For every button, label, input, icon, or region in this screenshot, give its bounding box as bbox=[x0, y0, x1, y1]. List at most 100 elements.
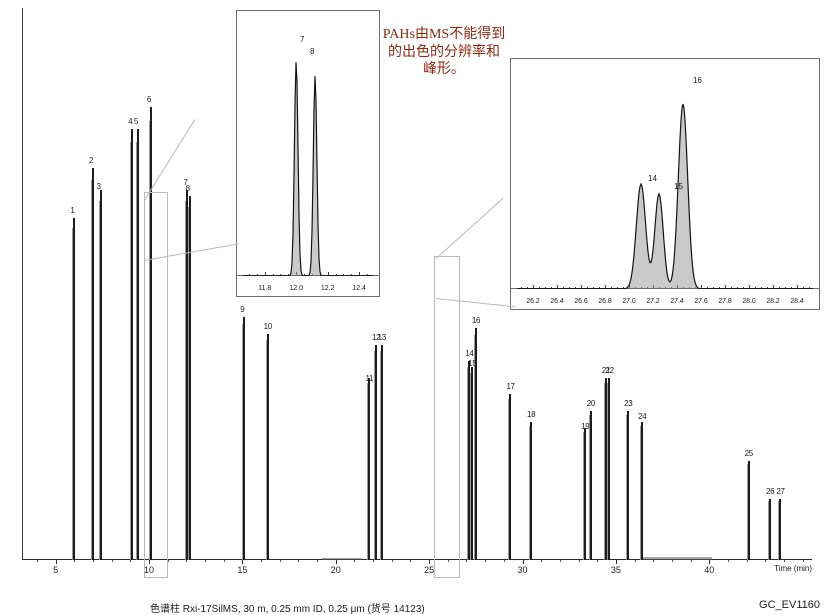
inset-tick-minor bbox=[611, 287, 612, 289]
inset-tick-minor bbox=[527, 287, 528, 289]
peak-label-12: 12 bbox=[371, 332, 381, 342]
peak-22 bbox=[608, 377, 611, 560]
inset-tick-minor bbox=[539, 287, 540, 289]
x-tick bbox=[148, 560, 150, 564]
peak-15 bbox=[471, 366, 474, 560]
x-tick-minor bbox=[373, 560, 375, 562]
peak-label-24: 24 bbox=[638, 412, 647, 421]
peak-18 bbox=[529, 422, 532, 560]
inset-trace-svg bbox=[511, 103, 819, 289]
inset-tick-minor bbox=[731, 287, 732, 289]
inset-tick-label: 26.6 bbox=[574, 298, 588, 305]
peak-label-2: 2 bbox=[89, 156, 94, 166]
inset-left-peak-label-8: 8 bbox=[310, 47, 315, 56]
x-tick-minor bbox=[410, 560, 412, 562]
inset-tick-minor bbox=[773, 287, 774, 289]
x-tick-label: 20 bbox=[330, 565, 341, 575]
x-axis-line bbox=[22, 559, 812, 560]
inset-tick-minor bbox=[713, 287, 714, 289]
inset-tick-minor bbox=[581, 287, 582, 289]
inset-tick-label: 27.4 bbox=[670, 298, 684, 305]
peak-2 bbox=[92, 168, 95, 560]
inset-tick-label: 28.4 bbox=[790, 298, 804, 305]
inset-tick-label: 12.0 bbox=[289, 285, 303, 292]
peak-label-22: 22 bbox=[605, 365, 614, 375]
peak-label-8: 8 bbox=[185, 183, 190, 193]
inset-tick-minor bbox=[701, 287, 702, 289]
x-tick-minor bbox=[597, 560, 599, 562]
inset-tick-minor bbox=[563, 287, 564, 289]
peak-label-7: 7 bbox=[183, 178, 188, 188]
inset-tick-label: 28.0 bbox=[742, 298, 756, 305]
peak-label-14: 14 bbox=[465, 349, 474, 359]
peak-3 bbox=[99, 190, 102, 560]
inset-tick-label: 27.6 bbox=[694, 298, 708, 305]
inset-tick-minor bbox=[256, 274, 258, 276]
peak-12 bbox=[374, 344, 377, 560]
x-tick-minor bbox=[261, 560, 263, 562]
x-tick-minor bbox=[205, 560, 207, 562]
y-axis-spine bbox=[22, 8, 23, 560]
x-tick-label: 15 bbox=[237, 565, 248, 575]
x-tick-minor bbox=[466, 560, 468, 562]
inset-tick-minor bbox=[617, 287, 618, 289]
inset-tick-minor bbox=[264, 274, 266, 276]
x-tick bbox=[709, 560, 711, 564]
x-tick-minor bbox=[317, 560, 319, 562]
x-tick-minor bbox=[746, 560, 748, 562]
peak-label-26: 26 bbox=[766, 487, 775, 497]
inset-tick-minor bbox=[249, 274, 250, 276]
x-tick-minor bbox=[391, 560, 393, 562]
peak-label-6: 6 bbox=[146, 95, 152, 105]
peak-19 bbox=[584, 427, 587, 560]
inset-tick-minor bbox=[545, 287, 546, 289]
x-tick-minor bbox=[634, 560, 636, 562]
peak-21 bbox=[604, 377, 607, 560]
inset-tick-minor bbox=[304, 274, 306, 276]
peak-1 bbox=[73, 217, 76, 560]
baseline-noise bbox=[642, 557, 712, 560]
x-tick-label: 10 bbox=[143, 565, 154, 575]
x-tick-minor bbox=[186, 560, 188, 562]
peak-10 bbox=[266, 333, 269, 560]
peak-label-25: 25 bbox=[744, 448, 754, 458]
peak-14 bbox=[468, 361, 471, 560]
inset-tick-minor bbox=[288, 274, 290, 276]
x-tick-minor bbox=[130, 560, 132, 562]
x-tick-minor bbox=[447, 560, 449, 562]
inset-tick-minor bbox=[359, 274, 361, 276]
inset-tick-minor bbox=[335, 274, 337, 276]
inset-tick-label: 27.0 bbox=[622, 298, 636, 305]
inset-left-selection-box bbox=[144, 192, 168, 578]
x-tick-minor bbox=[578, 560, 580, 562]
peak-27 bbox=[779, 499, 782, 560]
x-tick-minor bbox=[653, 560, 655, 562]
peak-label-15: 15 bbox=[468, 358, 477, 368]
inset-tick-minor bbox=[797, 287, 798, 289]
inset-right-selection-box bbox=[434, 256, 460, 578]
peak-label-4: 4 bbox=[128, 117, 133, 127]
inset-tick-label: 11.8 bbox=[258, 285, 272, 292]
peak-label-23: 23 bbox=[624, 398, 633, 408]
inset-tick-minor bbox=[593, 287, 594, 289]
x-tick-minor bbox=[802, 560, 804, 562]
peak-label-17: 17 bbox=[506, 382, 515, 392]
inset-tick-minor bbox=[749, 287, 750, 289]
inset-tick-minor bbox=[767, 287, 768, 289]
x-tick-minor bbox=[279, 560, 281, 562]
x-tick-label: 40 bbox=[704, 565, 715, 575]
inset-tick-minor bbox=[569, 287, 570, 289]
inset-trace-svg bbox=[237, 62, 379, 276]
inset-tick-label: 27.8 bbox=[718, 298, 732, 305]
peak-label-1: 1 bbox=[70, 205, 75, 215]
peak-label-10: 10 bbox=[263, 321, 273, 331]
x-axis: 5 10 15 20 25 30 35 40 Time (min) bbox=[22, 560, 812, 582]
x-tick bbox=[522, 560, 524, 564]
inset-tick-minor bbox=[533, 287, 534, 289]
x-tick-minor bbox=[541, 560, 543, 562]
peak-label-5: 5 bbox=[133, 117, 138, 127]
peak-label-19: 19 bbox=[581, 421, 590, 431]
inset-tick-minor bbox=[779, 287, 780, 289]
inset-tick-minor bbox=[743, 287, 744, 289]
peak-11 bbox=[368, 377, 371, 560]
